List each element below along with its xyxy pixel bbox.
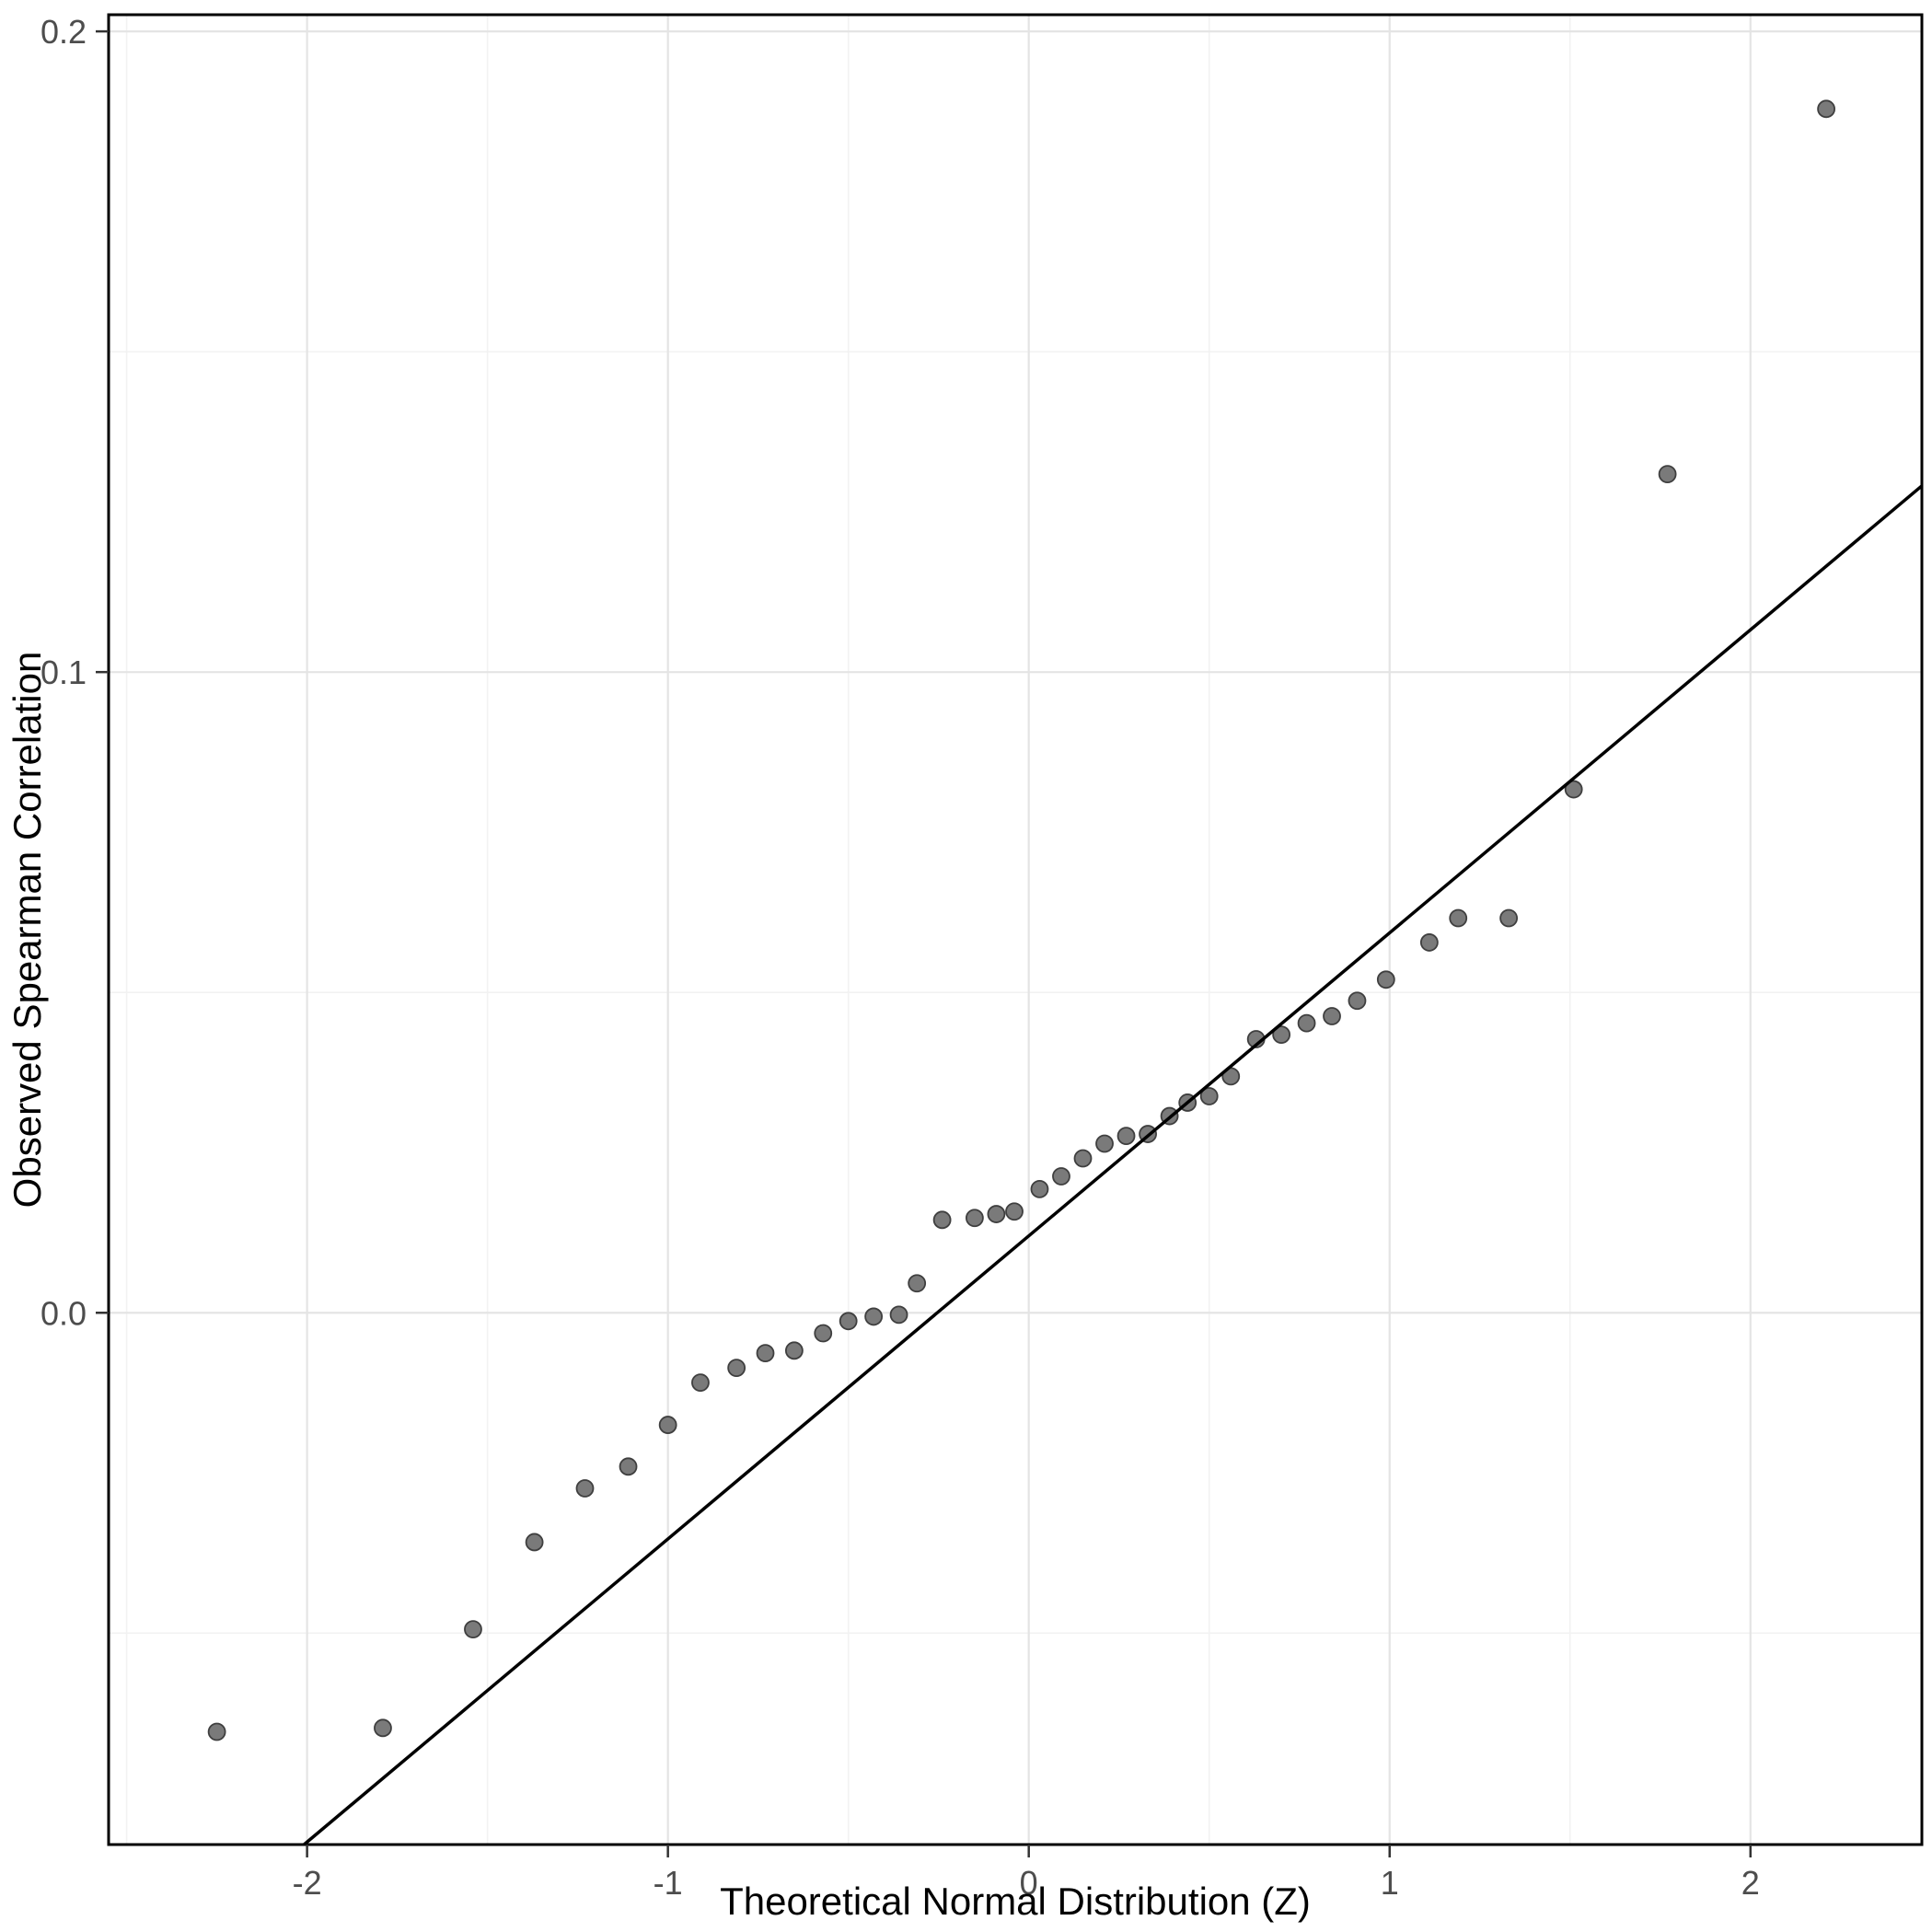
plot-panel: [109, 15, 1922, 1845]
y-axis-title: Observed Spearman Correlation: [6, 652, 49, 1209]
y-tick-label: 0.2: [40, 13, 87, 51]
data-point: [1564, 780, 1583, 799]
data-point: [727, 1359, 746, 1378]
scatter-points: [207, 99, 1836, 1741]
y-tick-label: 0.0: [40, 1294, 87, 1332]
data-point: [1095, 1134, 1114, 1153]
x-tick-label: -1: [654, 1864, 683, 1902]
data-point: [1419, 933, 1439, 952]
x-axis-title: Theoretical Normal Distribution (Z): [720, 1880, 1311, 1923]
data-point: [1030, 1180, 1049, 1198]
data-point: [965, 1209, 984, 1228]
data-point: [1817, 99, 1836, 119]
axes: -2 -1 0 1 2 0.0 0.1 0.2: [40, 13, 1760, 1902]
data-point: [207, 1722, 226, 1741]
data-point: [691, 1373, 710, 1393]
data-point: [864, 1307, 884, 1326]
x-tick-label: -2: [293, 1864, 322, 1902]
data-point: [814, 1324, 833, 1343]
data-point: [889, 1305, 908, 1325]
reference-line-layer: [303, 484, 1924, 1846]
data-point: [1323, 1007, 1341, 1025]
data-point: [987, 1205, 1006, 1223]
data-point: [658, 1416, 677, 1434]
data-point: [839, 1312, 858, 1331]
x-tick-label: 2: [1741, 1864, 1760, 1902]
data-point: [1272, 1025, 1291, 1045]
data-point: [619, 1457, 638, 1476]
data-point: [1376, 970, 1395, 989]
data-point: [1297, 1013, 1316, 1033]
data-point: [784, 1341, 804, 1360]
data-point: [1199, 1087, 1219, 1105]
x-tick-label: 0: [1020, 1864, 1038, 1902]
panel-border: [107, 13, 1924, 1846]
data-point: [1348, 991, 1367, 1011]
data-point: [1658, 465, 1677, 483]
data-point: [908, 1274, 927, 1293]
qq-reference-line: [303, 484, 1924, 1846]
data-point: [756, 1344, 775, 1363]
data-point: [1499, 908, 1519, 928]
data-point: [1449, 908, 1468, 928]
y-tick-label: 0.1: [40, 654, 87, 691]
data-point: [1005, 1202, 1024, 1221]
data-point: [575, 1479, 595, 1498]
data-point: [1116, 1127, 1136, 1146]
data-point: [374, 1718, 392, 1738]
data-point: [525, 1533, 544, 1552]
data-point: [464, 1620, 482, 1639]
data-point: [1073, 1149, 1093, 1168]
data-point: [1052, 1167, 1070, 1186]
data-point: [932, 1210, 952, 1230]
x-tick-label: 1: [1381, 1864, 1399, 1902]
